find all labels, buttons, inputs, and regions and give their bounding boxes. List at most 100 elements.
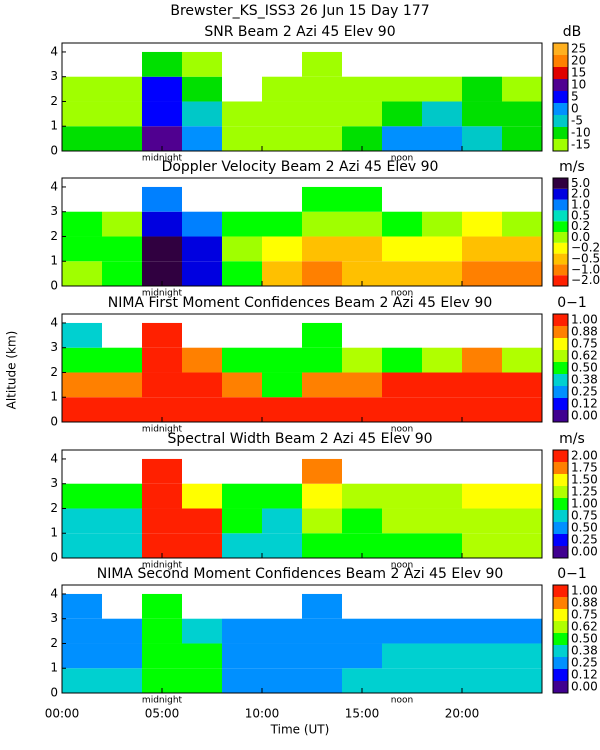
colorbar-tick-label: 0.50 <box>571 632 598 646</box>
heatmap-cell <box>222 236 262 262</box>
heatmap-cell <box>302 668 342 693</box>
heatmap-cell <box>222 508 262 534</box>
heatmap-cell <box>382 101 422 127</box>
heatmap-cell <box>262 508 302 534</box>
heatmap-cell <box>302 236 342 262</box>
heatmap-cell <box>502 483 542 509</box>
heatmap-cell <box>462 236 502 262</box>
heatmap-cell <box>302 643 342 669</box>
colorbar-unit: dB <box>563 24 582 40</box>
colorbar-segment <box>553 510 568 522</box>
heatmap-cell <box>62 261 102 286</box>
y-tick-label: 1 <box>50 390 58 404</box>
colorbar-segment <box>553 55 568 67</box>
heatmap-cell <box>62 643 102 669</box>
heatmap-cell <box>502 261 542 286</box>
heatmap-cell <box>62 236 102 262</box>
heatmap-cell <box>302 593 342 619</box>
heatmap-cell <box>342 483 382 509</box>
y-tick-label: 4 <box>50 44 58 58</box>
heatmap-cell <box>502 236 542 262</box>
colorbar-tick-label: 0.38 <box>571 644 598 658</box>
heatmap-cell <box>422 508 462 534</box>
colorbar-tick-label: 5.0 <box>571 176 590 190</box>
heatmap-cell <box>102 347 142 373</box>
heatmap-cell <box>62 508 102 534</box>
time-annotation: midnight <box>142 425 183 435</box>
heatmap-cell <box>102 261 142 286</box>
heatmap-cell <box>102 76 142 102</box>
heatmap-cell <box>142 618 182 644</box>
x-tick-label: 05:00 <box>145 707 180 721</box>
heatmap-cell <box>342 508 382 534</box>
heatmap-cell <box>182 533 222 558</box>
heatmap-cell <box>142 483 182 509</box>
heatmap-cell <box>462 211 502 237</box>
heatmap-cell <box>422 643 462 669</box>
heatmap-cell <box>302 211 342 237</box>
heatmap-cell <box>302 508 342 534</box>
colorbar-segment <box>553 621 568 633</box>
heatmap-cell <box>262 236 302 262</box>
heatmap-cell <box>102 126 142 151</box>
colorbar-segment <box>553 232 568 243</box>
heatmap-cell <box>142 211 182 237</box>
colorbar-tick-label: 0.62 <box>571 349 598 363</box>
colorbar-segment <box>553 398 568 410</box>
heatmap-cell <box>62 322 102 348</box>
colorbar-segment <box>553 67 568 79</box>
heatmap-cell <box>142 508 182 534</box>
heatmap-cell <box>62 483 102 509</box>
heatmap-cell <box>222 397 262 422</box>
heatmap-cell <box>142 643 182 669</box>
heatmap-cell <box>182 483 222 509</box>
colorbar-unit: 0−1 <box>557 566 587 582</box>
time-annotation: midnight <box>142 289 183 299</box>
colorbar-segment <box>553 633 568 645</box>
colorbar-tick-label: −0.2 <box>571 241 600 255</box>
colorbar-segment <box>553 115 568 127</box>
colorbar-frame <box>552 42 569 152</box>
heatmap-cell <box>382 668 422 693</box>
heatmap-cell <box>302 397 342 422</box>
heatmap-cell <box>262 483 302 509</box>
heatmap-cell <box>422 618 462 644</box>
colorbar-tick-label: 0.5 <box>571 208 590 222</box>
heatmap-cell <box>422 533 462 558</box>
plot-frame <box>61 584 543 694</box>
y-axis-label: Altitude (km) <box>5 331 19 410</box>
heatmap-cell <box>422 372 462 398</box>
heatmap-cell <box>462 372 502 398</box>
y-tick-label: 2 <box>50 94 58 108</box>
heatmap-cell <box>422 126 462 151</box>
colorbar-segment <box>553 386 568 398</box>
heatmap-cell <box>182 372 222 398</box>
heatmap-cell <box>462 618 502 644</box>
y-tick-label: 0 <box>50 686 58 700</box>
heatmap-cell <box>222 618 262 644</box>
time-annotation: midnight <box>142 154 183 164</box>
heatmap-cell <box>182 508 222 534</box>
heatmap-cell <box>262 211 302 237</box>
heatmap-cell <box>302 51 342 77</box>
heatmap-cell <box>502 347 542 373</box>
heatmap-cell <box>182 126 222 151</box>
colorbar-tick-label: 0.0 <box>571 230 590 244</box>
y-tick-label: 2 <box>50 636 58 650</box>
heatmap-cell <box>462 261 502 286</box>
colorbar-frame <box>552 177 569 287</box>
colorbar-tick-label: -15 <box>571 138 591 152</box>
heatmap-cell <box>422 236 462 262</box>
heatmap-cell <box>102 211 142 237</box>
y-tick-label: 2 <box>50 501 58 515</box>
heatmap-cell <box>102 618 142 644</box>
panel-title: NIMA Second Moment Confidences Beam 2 Az… <box>97 566 504 582</box>
heatmap-cell <box>302 126 342 151</box>
heatmap-cell <box>302 347 342 373</box>
heatmap-cell <box>302 533 342 558</box>
y-tick-label: 3 <box>50 204 58 218</box>
heatmap-cell <box>222 126 262 151</box>
y-tick-label: 4 <box>50 315 58 329</box>
colorbar-unit: 0−1 <box>557 295 587 311</box>
